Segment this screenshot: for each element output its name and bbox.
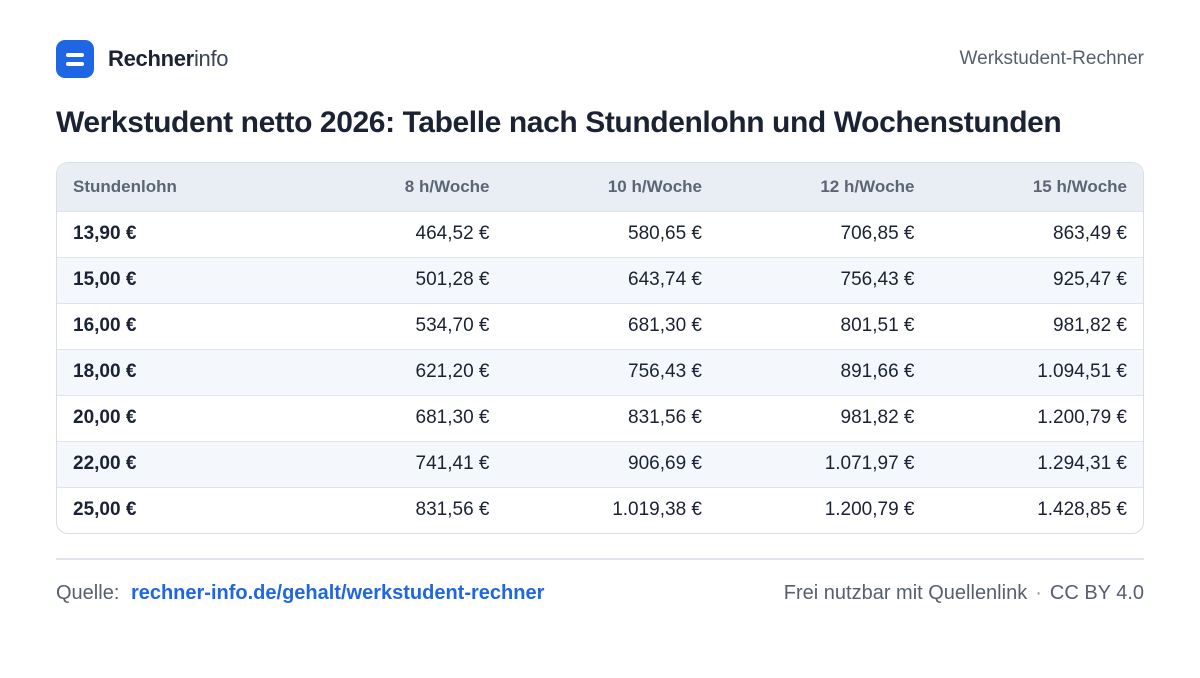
source-link[interactable]: rechner-info.de/gehalt/werkstudent-rechn… bbox=[130, 582, 545, 604]
hourly-wage-cell: 15,00 € bbox=[73, 269, 137, 290]
source-line: Quelle: rechner-info.de/gehalt/werkstude… bbox=[56, 582, 544, 605]
net-value-cell: 681,30 € bbox=[415, 407, 490, 428]
page-header: Rechnerinfo Werkstudent-Rechner bbox=[56, 40, 1144, 78]
net-salary-table: Stundenlohn 8 h/Woche 10 h/Woche 12 h/Wo… bbox=[56, 162, 1144, 534]
column-header: 12 h/Woche bbox=[820, 176, 915, 196]
license-text: Frei nutzbar mit Quellenlink bbox=[783, 582, 1028, 604]
net-value-cell: 643,74 € bbox=[628, 269, 702, 290]
hourly-wage-cell: 20,00 € bbox=[73, 407, 137, 428]
license-name: CC BY 4.0 bbox=[1049, 582, 1144, 604]
net-value-cell: 981,82 € bbox=[840, 407, 915, 428]
net-value-cell: 681,30 € bbox=[628, 315, 702, 336]
net-value-cell: 534,70 € bbox=[415, 315, 490, 336]
net-value-cell: 741,41 € bbox=[415, 453, 490, 474]
net-value-cell: 801,51 € bbox=[840, 315, 915, 336]
page-label: Werkstudent-Rechner bbox=[959, 48, 1144, 69]
column-header: 8 h/Woche bbox=[404, 176, 490, 196]
column-header: Stundenlohn bbox=[73, 176, 177, 196]
net-value-cell: 831,56 € bbox=[628, 407, 702, 428]
net-value-cell: 925,47 € bbox=[1053, 269, 1127, 290]
logo-icon bbox=[56, 40, 94, 78]
license-line: Frei nutzbar mit Quellenlink · CC BY 4.0 bbox=[784, 582, 1144, 605]
table-row: 18,00 € 621,20 € 756,43 € 891,66 € 1.094… bbox=[57, 349, 1143, 395]
table-row: 25,00 € 831,56 € 1.019,38 € 1.200,79 € 1… bbox=[57, 487, 1143, 533]
net-value-cell: 1.294,31 € bbox=[1037, 453, 1127, 474]
brand-name-light: info bbox=[193, 46, 229, 71]
net-value-cell: 906,69 € bbox=[628, 453, 702, 474]
net-value-cell: 1.428,85 € bbox=[1037, 499, 1127, 521]
column-header: 10 h/Woche bbox=[607, 176, 702, 196]
net-value-cell: 501,28 € bbox=[415, 269, 490, 290]
brand[interactable]: Rechnerinfo bbox=[56, 40, 229, 78]
table-row: 20,00 € 681,30 € 831,56 € 981,82 € 1.200… bbox=[57, 395, 1143, 441]
brand-name: Rechnerinfo bbox=[108, 46, 229, 72]
net-value-cell: 1.071,97 € bbox=[824, 453, 915, 474]
hourly-wage-cell: 22,00 € bbox=[73, 453, 137, 474]
license-separator: · bbox=[1035, 582, 1042, 604]
page-footer: Quelle: rechner-info.de/gehalt/werkstude… bbox=[56, 582, 1144, 605]
net-value-cell: 863,49 € bbox=[1053, 223, 1127, 244]
net-value-cell: 1.094,51 € bbox=[1037, 361, 1127, 382]
column-header: 15 h/Woche bbox=[1032, 176, 1127, 196]
net-value-cell: 706,85 € bbox=[840, 223, 915, 244]
table-row: 16,00 € 534,70 € 681,30 € 801,51 € 981,8… bbox=[57, 303, 1143, 349]
net-value-cell: 580,65 € bbox=[628, 223, 702, 244]
footer-divider bbox=[56, 558, 1144, 560]
table-row: 15,00 € 501,28 € 643,74 € 756,43 € 925,4… bbox=[57, 257, 1143, 303]
net-value-cell: 621,20 € bbox=[415, 361, 490, 382]
net-value-cell: 464,52 € bbox=[415, 223, 490, 244]
net-value-cell: 756,43 € bbox=[840, 269, 915, 290]
net-value-cell: 981,82 € bbox=[1053, 315, 1127, 336]
net-value-cell: 1.200,79 € bbox=[824, 499, 915, 521]
hourly-wage-cell: 16,00 € bbox=[73, 315, 137, 336]
page-title: Werkstudent netto 2026: Tabelle nach Stu… bbox=[56, 106, 1062, 139]
hourly-wage-cell: 18,00 € bbox=[73, 361, 137, 382]
table-header-row: Stundenlohn 8 h/Woche 10 h/Woche 12 h/Wo… bbox=[57, 163, 1143, 211]
hourly-wage-cell: 25,00 € bbox=[73, 499, 137, 521]
net-value-cell: 1.200,79 € bbox=[1037, 407, 1127, 428]
table-row: 22,00 € 741,41 € 906,69 € 1.071,97 € 1.2… bbox=[57, 441, 1143, 487]
hourly-wage-cell: 13,90 € bbox=[73, 223, 137, 244]
brand-name-bold: Rechner bbox=[108, 46, 194, 71]
source-label: Quelle: bbox=[56, 582, 120, 604]
table-row: 13,90 € 464,52 € 580,65 € 706,85 € 863,4… bbox=[57, 211, 1143, 257]
net-value-cell: 831,56 € bbox=[415, 499, 490, 521]
net-value-cell: 891,66 € bbox=[840, 361, 915, 382]
net-value-cell: 1.019,38 € bbox=[612, 499, 702, 521]
net-value-cell: 756,43 € bbox=[628, 361, 702, 382]
